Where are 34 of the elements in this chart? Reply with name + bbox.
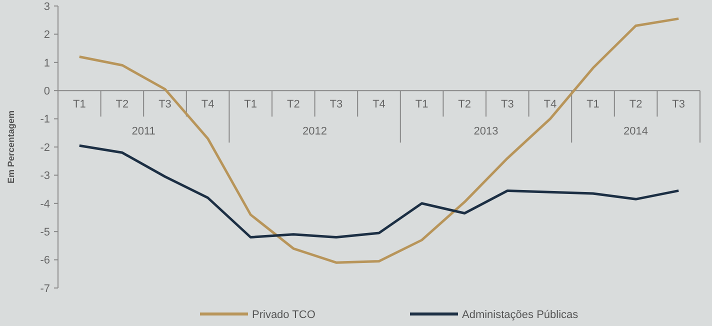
x-tick-label: T3: [158, 98, 172, 111]
y-tick-label: -4: [40, 198, 50, 210]
y-tick-label: -2: [40, 142, 50, 154]
y-tick-label: 2: [44, 29, 50, 42]
y-tick-label: -3: [40, 170, 50, 182]
annotation: 2012: [302, 126, 328, 138]
x-tick-label: T3: [500, 98, 514, 111]
y-tick-label: -1: [40, 114, 50, 126]
x-tick-label: T1: [72, 98, 86, 111]
x-tick-label: T2: [116, 98, 129, 111]
x-tick-label: T3: [672, 98, 686, 111]
annotation: 2011: [132, 126, 156, 138]
annotation: 2014: [624, 126, 648, 138]
x-tick-label: T2: [629, 98, 642, 111]
y-tick-label: -5: [40, 226, 50, 238]
annotation: 2013: [474, 126, 498, 138]
y-tick-label: 0: [44, 85, 50, 98]
y-axis-title: Em Percentagem: [6, 110, 16, 184]
x-tick-label: T2: [458, 98, 472, 111]
y-tick-label: 3: [44, 0, 50, 13]
legend-label: Administações Públicas: [462, 308, 579, 321]
x-tick-label: T1: [415, 98, 428, 111]
x-tick-label: T1: [244, 98, 258, 111]
y-tick-label: -6: [40, 254, 50, 267]
y-tick-label: -7: [40, 282, 50, 295]
legend-label: Privado TCO: [252, 308, 316, 321]
x-tick-label: T4: [372, 98, 386, 111]
line-series: [78, 144, 680, 238]
x-tick-label: T3: [330, 98, 343, 111]
x-tick-label: T4: [544, 98, 557, 111]
x-tick-label: T4: [201, 98, 214, 111]
x-tick-label: T1: [586, 98, 600, 111]
x-tick-label: T2: [286, 98, 300, 111]
y-tick-label: 1: [44, 57, 50, 70]
